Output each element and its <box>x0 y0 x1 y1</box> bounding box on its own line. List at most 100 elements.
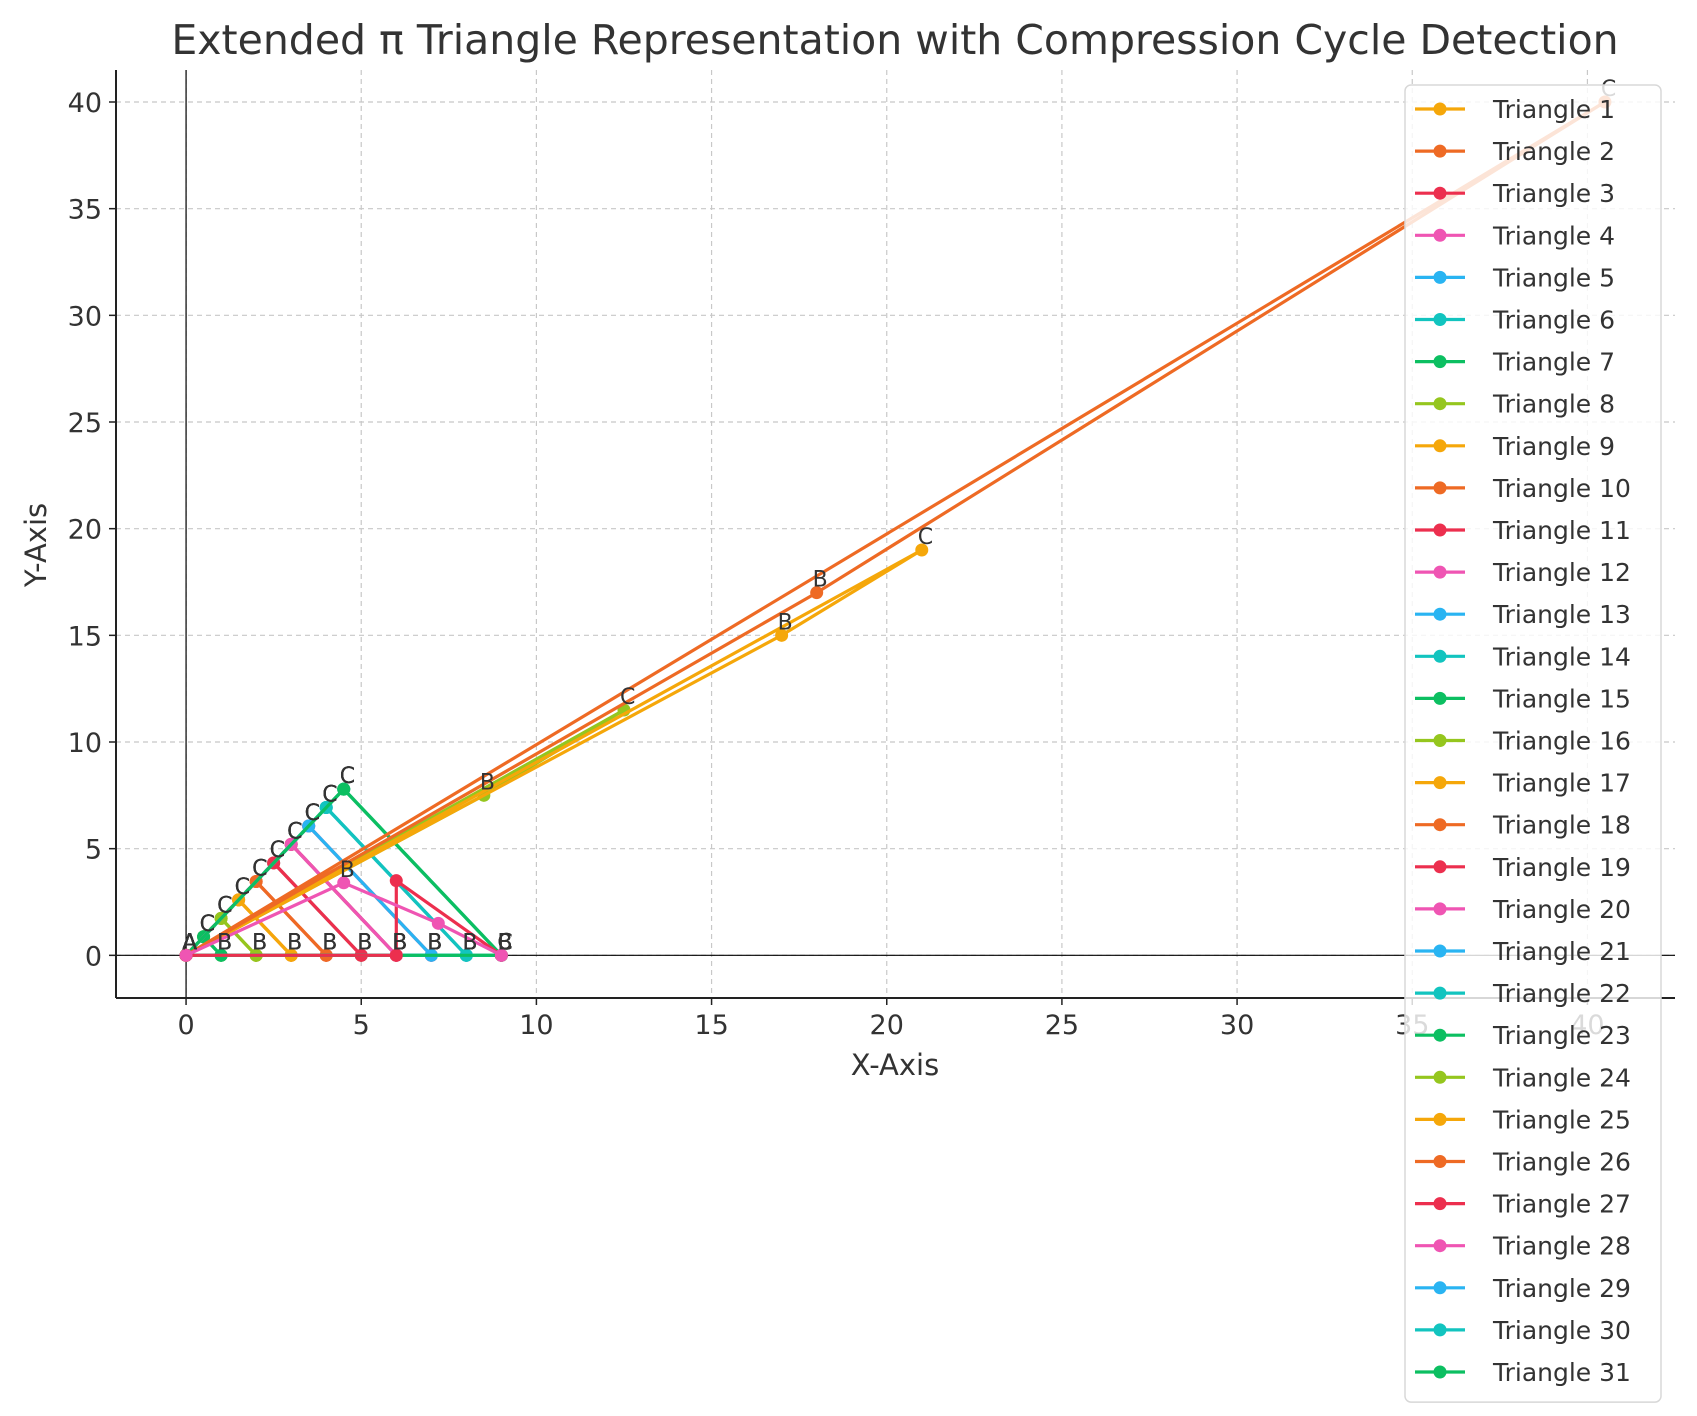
vertex-label: A <box>182 930 197 955</box>
legend-label: Triangle 5 <box>1492 263 1615 292</box>
vertex-label: C <box>497 930 512 955</box>
vertex-label: A <box>182 930 197 955</box>
legend-label: Triangle 6 <box>1492 306 1615 335</box>
vertex-label: B <box>357 930 372 955</box>
vertex-label: C <box>305 801 320 826</box>
vertex-label: A <box>182 930 197 955</box>
vertex-label: C <box>620 685 635 710</box>
vertex-label: B <box>427 930 442 955</box>
legend-marker <box>1433 355 1447 369</box>
legend-item: Triangle 6 <box>1415 306 1615 335</box>
legend-label: Triangle 29 <box>1492 1274 1631 1303</box>
legend-item: Triangle 21 <box>1415 937 1631 966</box>
series-line <box>186 879 503 957</box>
vertex-label: B <box>497 930 512 955</box>
legend-marker <box>1433 734 1447 747</box>
legend-item: Triangle 20 <box>1415 895 1631 924</box>
vertex-label: C <box>322 782 337 807</box>
legend-marker <box>1433 860 1447 874</box>
vertex-label: A <box>182 930 197 955</box>
legend-marker <box>1433 186 1447 200</box>
legend-label: Triangle 12 <box>1492 558 1631 587</box>
legend-label: Triangle 9 <box>1492 432 1615 461</box>
legend-item: Triangle 30 <box>1415 1316 1631 1345</box>
vertex-label: C <box>287 819 302 844</box>
vertex-label: A <box>182 930 197 955</box>
data-point <box>810 586 824 600</box>
vertex-label: B <box>287 930 302 955</box>
vertex-label: B <box>217 930 232 955</box>
legend-marker <box>1433 818 1447 832</box>
vertex-label: C <box>340 764 355 789</box>
vertex-label: C <box>322 782 337 807</box>
vertex-label: C <box>235 875 250 900</box>
vertex-label: A <box>182 930 197 955</box>
vertex-label: C <box>918 525 933 550</box>
vertex-label: A <box>182 930 197 955</box>
y-tick-label: 25 <box>68 408 102 439</box>
vertex-label: C <box>340 764 355 789</box>
vertex-label: B <box>340 858 355 883</box>
vertex-label: A <box>182 930 197 955</box>
vertex-label: B <box>252 930 267 955</box>
vertex-label: B <box>462 930 477 955</box>
legend-item: Triangle 23 <box>1415 1021 1631 1050</box>
legend-item: Triangle 11 <box>1415 516 1631 545</box>
legend-label: Triangle 24 <box>1492 1063 1631 1092</box>
legend-marker <box>1433 1155 1447 1168</box>
legend-item: Triangle 18 <box>1415 811 1631 840</box>
vertex-label: B <box>480 770 495 795</box>
legend-marker <box>1433 565 1447 579</box>
legend-item: Triangle 25 <box>1415 1105 1631 1134</box>
legend-marker <box>1433 1365 1447 1379</box>
legend-label: Triangle 20 <box>1492 895 1631 924</box>
vertex-label: C <box>340 764 355 789</box>
vertex-label: C <box>217 893 232 918</box>
y-tick-label: 5 <box>85 835 102 866</box>
legend-marker <box>1433 1323 1447 1337</box>
legend-item: Triangle 8 <box>1415 390 1615 419</box>
y-tick-label: 10 <box>68 728 102 759</box>
y-tick-label: 35 <box>68 195 102 226</box>
legend-label: Triangle 28 <box>1492 1232 1631 1261</box>
legend-item: Triangle 5 <box>1415 263 1615 292</box>
vertex-label: C <box>287 819 302 844</box>
legend-label: Triangle 23 <box>1492 1021 1631 1050</box>
vertex-label: C <box>200 912 215 937</box>
vertex-label: B <box>497 930 512 955</box>
x-axis-label: X-Axis <box>851 1048 939 1082</box>
series-layer <box>179 95 1612 962</box>
vertex-label: C <box>217 893 232 918</box>
vertex-label: A <box>182 930 197 955</box>
legend-item: Triangle 9 <box>1415 432 1615 461</box>
vertex-label: C <box>305 801 320 826</box>
data-point <box>337 782 351 796</box>
vertex-label: B <box>427 930 442 955</box>
vertex-label: C <box>322 782 337 807</box>
vertex-label: B <box>392 930 407 955</box>
y-tick-label: 0 <box>85 941 102 972</box>
legend-item: Triangle 16 <box>1415 727 1631 756</box>
vertex-label: B <box>322 930 337 955</box>
legend-item: Triangle 2 <box>1415 137 1615 166</box>
vertex-label: C <box>235 875 250 900</box>
legend-marker <box>1433 944 1447 958</box>
series-line <box>185 100 1607 957</box>
data-point <box>431 916 445 930</box>
vertex-label: A <box>182 930 197 955</box>
vertex-label: C <box>270 838 285 863</box>
legend-label: Triangle 7 <box>1492 348 1615 377</box>
legend-item: Triangle 7 <box>1415 348 1615 377</box>
x-tick-label: 30 <box>1220 1010 1254 1041</box>
vertex-label: C <box>287 819 302 844</box>
y-axis-label: Y-Axis <box>19 503 53 588</box>
legend-label: Triangle 18 <box>1492 811 1631 840</box>
vertex-label: A <box>182 930 197 955</box>
chart-title: Extended π Triangle Representation with … <box>171 16 1618 64</box>
vertex-label: C <box>305 801 320 826</box>
legend-label: Triangle 11 <box>1492 516 1631 545</box>
vertex-label: C <box>252 857 267 882</box>
legend: Triangle 1 Triangle 2 Triangle 3 Triangle 4… <box>1404 84 1662 1403</box>
legend-label: Triangle 16 <box>1492 727 1631 756</box>
